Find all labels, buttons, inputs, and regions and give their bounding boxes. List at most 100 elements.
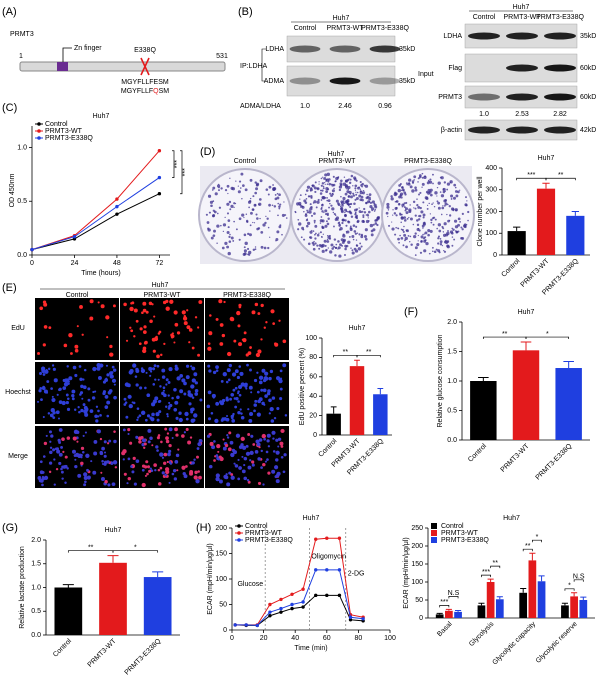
colony [362, 189, 365, 192]
colony [326, 222, 330, 226]
significance-bracket [180, 150, 183, 195]
nucleus [110, 462, 114, 466]
colony [340, 210, 344, 214]
colony [432, 173, 434, 176]
colony [271, 204, 274, 207]
seq-mutated: Q [153, 88, 159, 95]
colony [451, 236, 454, 238]
nucleus [147, 428, 152, 433]
nucleus [45, 434, 48, 437]
nucleus [263, 437, 266, 441]
colony [211, 189, 214, 191]
nucleus [181, 465, 186, 470]
nucleus [106, 414, 110, 418]
nucleus [280, 445, 284, 448]
nucleus [67, 397, 70, 400]
nucleus [46, 380, 50, 384]
colony [268, 185, 272, 189]
colony [307, 242, 311, 246]
colony [255, 187, 259, 191]
blot-row-label: ADMA [264, 78, 285, 85]
nucleus [87, 387, 91, 391]
blot-row-label: LDHA [265, 46, 284, 53]
colony [254, 246, 257, 248]
colony [443, 240, 447, 244]
colony [276, 192, 279, 195]
nucleus [179, 373, 184, 378]
nucleus [210, 412, 214, 415]
nucleus [271, 396, 276, 400]
nucleus [58, 452, 63, 457]
colony [245, 219, 249, 223]
band-ratio: 2.53 [515, 111, 529, 118]
colony [238, 217, 242, 221]
nucleus [161, 456, 165, 459]
nucleus [113, 383, 116, 386]
y-tick-label: 50 [415, 597, 423, 604]
colony [432, 216, 436, 219]
colony [441, 206, 445, 210]
colony [318, 232, 320, 234]
colony [315, 206, 318, 209]
colony [361, 219, 365, 223]
colony [321, 189, 324, 192]
nucleus [247, 480, 251, 484]
end-label: 531 [216, 53, 228, 60]
colony [278, 225, 282, 229]
nucleus [41, 470, 45, 474]
legend-label: PRMT3-WT [45, 128, 83, 135]
colony [243, 233, 247, 237]
nucleus [215, 369, 219, 372]
colony [374, 222, 378, 225]
colony [262, 223, 266, 227]
colony [392, 209, 394, 211]
nucleus [279, 397, 283, 401]
nucleus [226, 368, 231, 373]
colony [322, 196, 326, 200]
nucleus [275, 376, 281, 381]
colony [303, 238, 306, 241]
colony [254, 248, 257, 251]
nucleus [132, 363, 137, 368]
chart-title: Huh7 [538, 155, 555, 162]
colony [340, 195, 342, 198]
chart-title: Huh7 [503, 515, 520, 522]
nucleus [275, 438, 279, 442]
colony [444, 202, 448, 206]
bar [454, 611, 462, 618]
nucleus [77, 473, 82, 478]
edu-row-label: Merge [8, 453, 28, 460]
nucleus [43, 325, 48, 329]
colony [352, 192, 355, 195]
nucleus [183, 321, 188, 326]
nucleus [93, 440, 98, 444]
colony [374, 208, 377, 211]
nucleus [168, 427, 173, 432]
data-point [268, 614, 272, 618]
nucleus [270, 309, 275, 314]
nucleus [157, 482, 162, 486]
nucleus [218, 455, 222, 459]
nucleus [162, 389, 166, 392]
ratio-label: ADMA/LDHA [240, 103, 281, 110]
nucleus [64, 481, 67, 485]
colony [320, 199, 323, 201]
lane-label: PRMT3-WT [327, 25, 365, 32]
blot-band [468, 32, 500, 40]
edu-column-label: PRMT3-E338Q [223, 292, 271, 299]
band-ratio: 0.96 [378, 103, 392, 110]
colony [347, 179, 349, 181]
nucleus [65, 393, 69, 397]
nucleus [185, 417, 189, 421]
nucleus [172, 468, 177, 473]
nucleus [173, 388, 177, 392]
colony [274, 194, 277, 196]
colony [319, 192, 323, 195]
nucleus [206, 404, 211, 409]
nucleus [101, 446, 105, 451]
bar [512, 350, 540, 440]
nucleus [36, 400, 40, 403]
y-tick-label: 50 [219, 601, 227, 608]
colony [235, 180, 237, 182]
colony [254, 181, 257, 184]
